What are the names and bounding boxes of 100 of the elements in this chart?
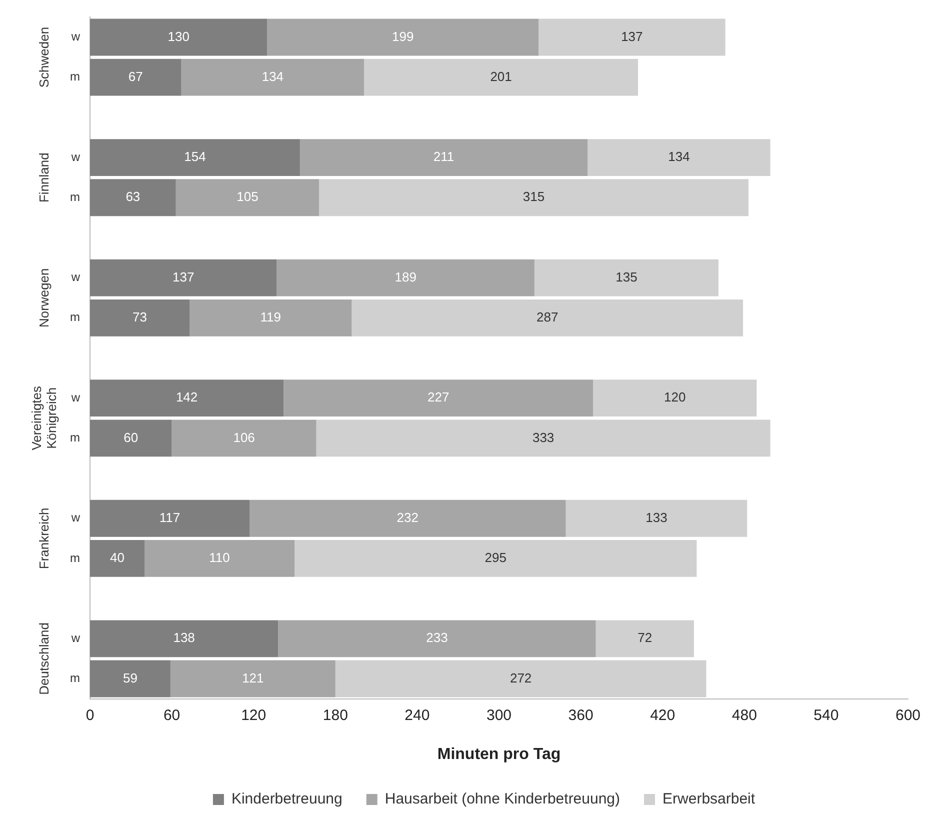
bar xyxy=(284,380,594,417)
text: Vereinigtes Königreich xyxy=(29,385,60,450)
data-label: 232 xyxy=(396,510,419,525)
data-label: 295 xyxy=(484,550,506,566)
bar xyxy=(172,420,316,457)
data-label: 121 xyxy=(242,670,264,686)
bar xyxy=(90,540,145,577)
bar xyxy=(276,259,534,296)
bar xyxy=(364,58,638,96)
data-label: 60 xyxy=(124,430,138,445)
y-tick-label: m xyxy=(70,190,80,204)
x-tick-label: 0 xyxy=(86,706,94,724)
bar xyxy=(170,660,336,698)
data-label: 119 xyxy=(260,309,282,324)
data-label: 120 xyxy=(664,390,686,405)
data-label: 40 xyxy=(110,550,124,566)
x-tick-label: 600 xyxy=(895,706,921,724)
y-tick-label: w xyxy=(70,630,80,645)
data-label: 272 xyxy=(510,670,532,686)
text: Norwegen xyxy=(36,268,52,328)
x-tick-label: 480 xyxy=(732,706,757,724)
x-tick-label: 120 xyxy=(241,706,266,724)
data-label: 138 xyxy=(173,630,195,646)
bar xyxy=(596,620,694,658)
x-tick-label: 240 xyxy=(404,706,430,724)
data-label: 233 xyxy=(426,630,448,646)
bar xyxy=(90,179,176,216)
bar xyxy=(144,540,294,577)
bar xyxy=(90,58,182,96)
bar xyxy=(190,299,352,336)
data-label: 189 xyxy=(394,269,416,284)
data-label: 211 xyxy=(433,149,454,164)
data-label: 199 xyxy=(392,28,414,44)
data-label: 133 xyxy=(646,510,668,525)
data-label: 333 xyxy=(532,430,554,445)
x-tick-label: 540 xyxy=(814,706,839,724)
data-label: 154 xyxy=(184,149,206,164)
bar xyxy=(90,620,278,658)
data-label: 59 xyxy=(122,670,138,686)
y-tick-label: w xyxy=(70,390,80,404)
bar xyxy=(90,259,277,296)
bar xyxy=(300,139,588,176)
data-label: 72 xyxy=(638,630,652,646)
bar xyxy=(90,500,250,537)
bar xyxy=(294,540,697,577)
legend-label: Erwerbsarbeit xyxy=(662,790,756,808)
legend-label: Kinderbetreuung xyxy=(231,790,342,808)
y-tick-label: w xyxy=(70,510,80,525)
bar xyxy=(90,299,190,336)
data-label: 106 xyxy=(233,430,255,445)
bar xyxy=(319,179,748,216)
data-label: 137 xyxy=(172,269,194,284)
bar xyxy=(90,139,300,176)
x-tick-label: 300 xyxy=(486,706,512,724)
bar xyxy=(593,380,757,417)
bar xyxy=(176,179,320,216)
text: Deutschland xyxy=(36,622,52,695)
bar xyxy=(90,420,172,457)
text: Finnland xyxy=(36,152,52,203)
bar xyxy=(352,299,744,336)
data-label: 227 xyxy=(427,390,450,405)
data-label: 63 xyxy=(126,189,140,204)
y-tick-label: m xyxy=(70,70,80,84)
bar xyxy=(267,18,539,56)
data-label: 105 xyxy=(236,189,258,204)
data-label: 287 xyxy=(536,309,558,324)
y-tick-label: w xyxy=(70,150,80,164)
bar xyxy=(90,18,268,56)
data-label: 135 xyxy=(616,269,638,284)
y-tick-label: w xyxy=(70,270,80,284)
x-axis-title: Minuten pro Tag xyxy=(437,746,561,763)
y-tick-label: w xyxy=(70,30,80,44)
data-label: 67 xyxy=(128,68,143,84)
y-tick-label: m xyxy=(70,310,80,324)
data-label: 134 xyxy=(262,68,284,84)
data-label: 142 xyxy=(176,390,198,405)
bar xyxy=(90,660,170,698)
bar xyxy=(588,139,770,176)
text: Frankreich xyxy=(36,508,52,570)
bar xyxy=(335,660,706,698)
y-tick-label: m xyxy=(70,550,80,565)
bar xyxy=(90,380,284,417)
data-label: 201 xyxy=(490,68,512,84)
text: Schweden xyxy=(36,26,52,88)
x-tick-label: 360 xyxy=(568,706,594,724)
data-label: 315 xyxy=(522,189,545,204)
data-label: 110 xyxy=(209,550,230,566)
bar xyxy=(250,500,566,537)
legend-label: Hausarbeit (ohne Kinderbetreuung) xyxy=(384,790,620,808)
data-label: 130 xyxy=(168,28,190,44)
y-tick-label: m xyxy=(70,671,80,686)
data-label: 134 xyxy=(668,149,690,164)
bar xyxy=(181,58,364,96)
bar xyxy=(534,259,718,296)
data-label: 137 xyxy=(621,28,643,44)
data-label: 73 xyxy=(132,309,147,324)
x-tick-label: 60 xyxy=(163,706,180,724)
bar xyxy=(316,420,770,457)
data-label: 117 xyxy=(159,510,180,525)
bar xyxy=(278,620,596,658)
